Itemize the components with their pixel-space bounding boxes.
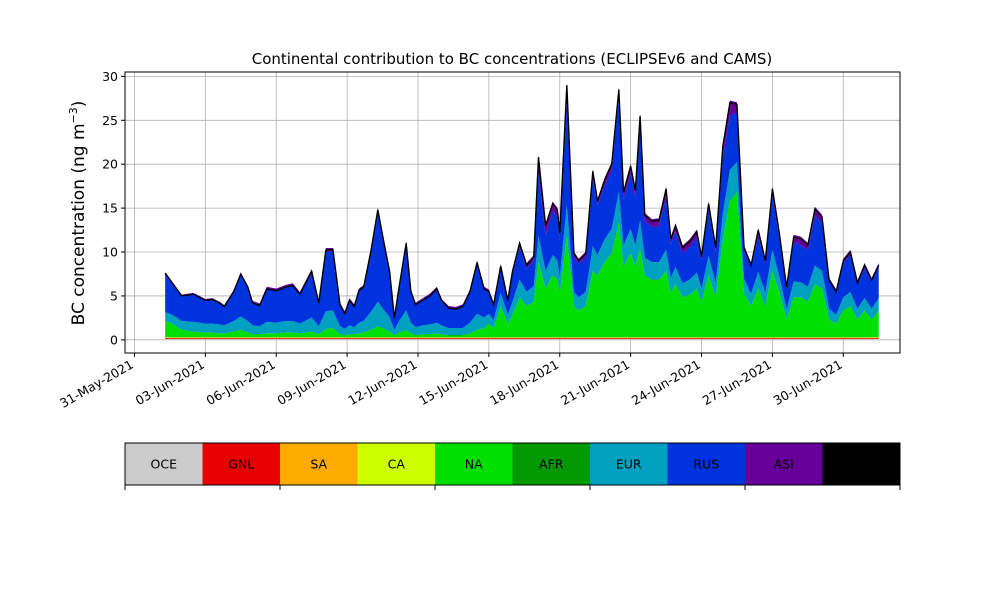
- legend-swatch-ca: [357, 443, 435, 485]
- legend-label-gnl: GNL: [228, 457, 254, 472]
- legend-swatch-gnl: [202, 443, 280, 485]
- area-series-gnl: [165, 338, 879, 339]
- y-tick-label: 30: [102, 69, 118, 84]
- y-axis-label-text: BC concentration (ng m: [69, 123, 89, 325]
- legend-label-rus: RUS: [693, 457, 719, 472]
- y-axis-label: BC concentration (ng m−3): [67, 101, 89, 326]
- y-tick-label: 25: [102, 113, 118, 128]
- legend-swatch-na: [435, 443, 513, 485]
- y-tick-label: 10: [102, 245, 118, 260]
- legend: OCE GNL SA CA NA AFR EUR RUS ASI AUS: [124, 442, 901, 490]
- legend-label-eur: EUR: [616, 457, 642, 472]
- chart-title: Continental contribution to BC concentra…: [252, 50, 773, 68]
- legend-label-sa: SA: [310, 457, 327, 472]
- legend-swatch-eur: [590, 443, 668, 485]
- legend-swatch-aus: [822, 443, 900, 485]
- area-series-eur: [165, 162, 879, 335]
- legend-swatch-sa: [280, 443, 358, 485]
- area-series-oce: [165, 338, 879, 340]
- y-tick-label: 0: [110, 332, 118, 347]
- total-line: [164, 85, 880, 318]
- legend-label-asi: ASI: [774, 457, 794, 472]
- legend-label-afr: AFR: [539, 457, 564, 472]
- legend-label-oce: OCE: [151, 457, 178, 472]
- plot-frame: [124, 71, 901, 354]
- y-axis-label-close: ): [69, 101, 89, 108]
- legend-swatch-rus: [667, 443, 745, 485]
- legend-swatch-asi: [745, 443, 823, 485]
- y-tick-label: 20: [102, 157, 118, 172]
- plot-area: 05101520253031-May-202103-Jun-202106-Jun…: [57, 69, 901, 411]
- legend-label-aus: AUS: [848, 457, 874, 472]
- area-series-na: [165, 192, 879, 338]
- y-tick-label: 5: [110, 288, 118, 303]
- legend-swatch-oce: [125, 443, 203, 485]
- area-series-rus: [165, 97, 879, 330]
- legend-frame: [124, 442, 901, 486]
- legend-label-ca: CA: [388, 457, 406, 472]
- y-axis-label-unit: −3: [67, 107, 80, 123]
- y-tick-label: 15: [102, 201, 118, 216]
- legend-swatch-afr: [512, 443, 590, 485]
- legend-label-na: NA: [465, 457, 483, 472]
